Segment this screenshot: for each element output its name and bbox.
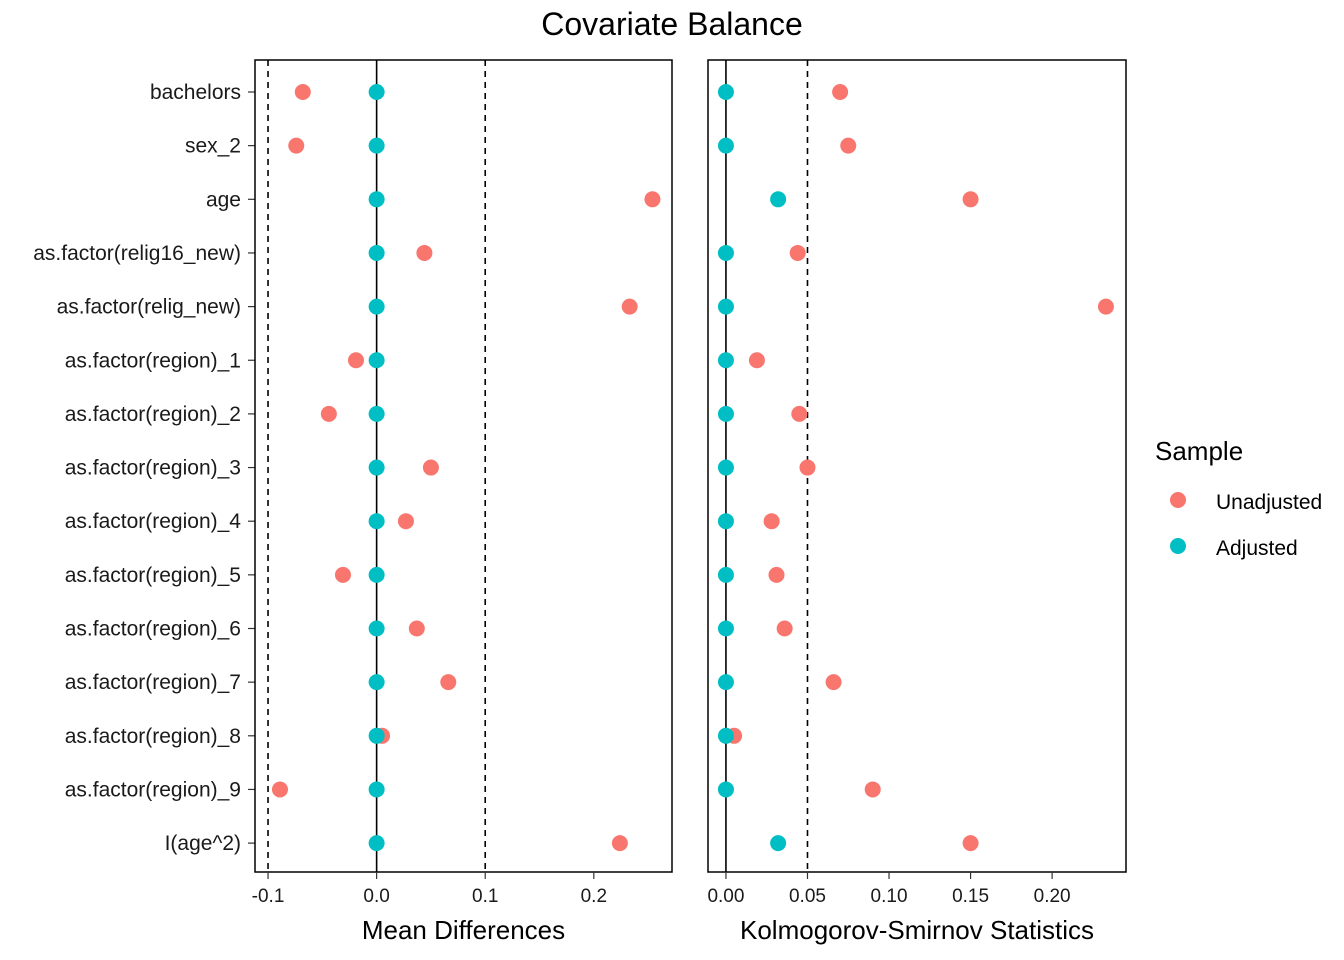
x-tick-label: 0.1 bbox=[472, 886, 498, 907]
point-adjusted bbox=[770, 191, 787, 208]
point-adjusted bbox=[717, 620, 734, 637]
x-tick-label: 0.15 bbox=[952, 886, 989, 907]
y-tick-label: as.factor(region)_9 bbox=[65, 778, 241, 801]
point-adjusted bbox=[368, 84, 385, 100]
point-adjusted bbox=[368, 459, 385, 476]
y-tick-label: as.factor(region)_5 bbox=[65, 564, 241, 587]
x-axis-label: Kolmogorov-Smirnov Statistics bbox=[740, 915, 1094, 945]
panel-2: 0.00 0.05 0.10 0.15 0.20 Kolmogorov-Smirnov S… bbox=[707, 59, 1127, 945]
point-unadjusted bbox=[748, 352, 765, 369]
x-tick-label: 0.20 bbox=[1034, 886, 1071, 907]
point-unadjusted bbox=[416, 244, 433, 261]
point-adjusted bbox=[717, 727, 734, 744]
point-adjusted bbox=[368, 513, 385, 530]
point-adjusted bbox=[717, 674, 734, 691]
point-unadjusted bbox=[789, 244, 806, 261]
point-unadjusted bbox=[768, 566, 785, 583]
point-unadjusted bbox=[1097, 298, 1114, 315]
point-adjusted bbox=[717, 352, 734, 369]
point-unadjusted bbox=[791, 405, 808, 422]
point-unadjusted bbox=[294, 84, 311, 100]
point-unadjusted bbox=[776, 620, 793, 637]
legend: Sample Unadjusted Adjusted bbox=[1155, 436, 1322, 560]
point-adjusted bbox=[368, 674, 385, 691]
point-unadjusted bbox=[763, 513, 780, 530]
point-unadjusted bbox=[347, 352, 364, 369]
point-adjusted bbox=[368, 566, 385, 583]
point-unadjusted bbox=[962, 835, 979, 852]
point-unadjusted bbox=[334, 566, 351, 583]
point-unadjusted bbox=[397, 513, 414, 530]
point-unadjusted bbox=[320, 405, 337, 422]
y-tick-label: as.factor(region)_7 bbox=[65, 671, 241, 694]
y-tick-label: as.factor(region)_3 bbox=[65, 457, 241, 480]
x-tick-label: 0.05 bbox=[789, 886, 826, 907]
point-adjusted bbox=[717, 405, 734, 422]
point-adjusted bbox=[717, 84, 734, 100]
point-unadjusted bbox=[440, 674, 457, 691]
point-adjusted bbox=[717, 566, 734, 583]
point-unadjusted bbox=[962, 191, 979, 208]
point-adjusted bbox=[368, 298, 385, 315]
legend-title: Sample bbox=[1155, 436, 1243, 466]
point-unadjusted bbox=[825, 674, 842, 691]
y-tick-label: sex_2 bbox=[185, 135, 241, 158]
panel-border bbox=[254, 59, 673, 873]
point-unadjusted bbox=[611, 835, 628, 852]
legend-label-unadjusted: Unadjusted bbox=[1216, 491, 1322, 514]
point-adjusted bbox=[770, 835, 787, 852]
y-tick-label: as.factor(region)_1 bbox=[65, 349, 241, 372]
y-tick-label: age bbox=[206, 188, 241, 211]
point-adjusted bbox=[717, 781, 734, 798]
point-unadjusted bbox=[864, 781, 881, 798]
panel-1: -0.1 0.0 0.1 0.2 Mean Differences bbox=[252, 59, 673, 945]
point-unadjusted bbox=[422, 459, 439, 476]
point-adjusted bbox=[368, 835, 385, 852]
point-unadjusted bbox=[832, 84, 849, 100]
point-unadjusted bbox=[288, 137, 305, 154]
y-tick-label: bachelors bbox=[150, 81, 241, 104]
point-adjusted bbox=[717, 298, 734, 315]
y-tick-label: as.factor(region)_6 bbox=[65, 618, 241, 641]
panel-border bbox=[707, 59, 1127, 873]
point-adjusted bbox=[368, 191, 385, 208]
y-tick-label: as.factor(region)_2 bbox=[65, 403, 241, 426]
legend-label-adjusted: Adjusted bbox=[1216, 537, 1298, 560]
point-unadjusted bbox=[799, 459, 816, 476]
point-adjusted bbox=[368, 620, 385, 637]
x-tick-label: -0.1 bbox=[252, 886, 285, 907]
legend-marker-adjusted bbox=[1170, 538, 1186, 554]
y-tick-label: I(age^2) bbox=[165, 832, 241, 855]
x-tick-label: 0.10 bbox=[871, 886, 908, 907]
point-adjusted bbox=[717, 459, 734, 476]
point-adjusted bbox=[368, 781, 385, 798]
point-adjusted bbox=[717, 513, 734, 530]
point-adjusted bbox=[368, 244, 385, 261]
point-unadjusted bbox=[621, 298, 638, 315]
x-tick-label: 0.0 bbox=[363, 886, 389, 907]
point-adjusted bbox=[368, 727, 385, 744]
y-tick-label: as.factor(region)_4 bbox=[65, 510, 242, 533]
point-unadjusted bbox=[271, 781, 288, 798]
point-adjusted bbox=[368, 405, 385, 422]
legend-marker-unadjusted bbox=[1170, 492, 1186, 508]
point-adjusted bbox=[368, 137, 385, 154]
x-axis-label: Mean Differences bbox=[362, 915, 565, 945]
point-unadjusted bbox=[408, 620, 425, 637]
point-adjusted bbox=[717, 244, 734, 261]
point-adjusted bbox=[717, 137, 734, 154]
x-tick-label: 0.2 bbox=[581, 886, 607, 907]
y-tick-label: as.factor(relig16_new) bbox=[33, 242, 241, 265]
point-adjusted bbox=[368, 352, 385, 369]
y-tick-label: as.factor(relig_new) bbox=[57, 296, 241, 319]
chart-title: Covariate Balance bbox=[541, 6, 802, 42]
point-unadjusted bbox=[644, 191, 661, 208]
x-tick-label: 0.00 bbox=[707, 886, 744, 907]
point-unadjusted bbox=[840, 137, 857, 154]
y-tick-label: as.factor(region)_8 bbox=[65, 725, 241, 748]
